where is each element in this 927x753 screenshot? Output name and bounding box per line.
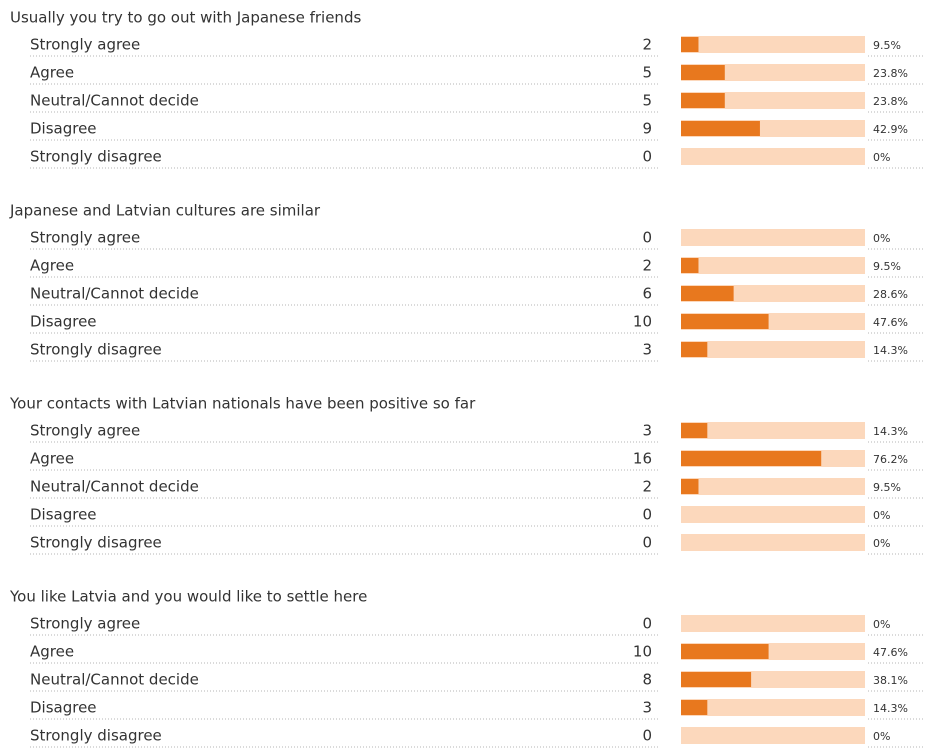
bar bbox=[681, 65, 725, 80]
answer-count: 3 bbox=[642, 699, 652, 717]
bar bbox=[681, 121, 760, 136]
question-title: Japanese and Latvian cultures are simila… bbox=[9, 202, 321, 220]
answer-count: 2 bbox=[642, 257, 652, 275]
percent-label: 14.3% bbox=[873, 702, 908, 715]
bar bbox=[681, 314, 769, 329]
bar-track bbox=[681, 615, 865, 632]
bar bbox=[681, 423, 708, 438]
answer-label: Agree bbox=[30, 643, 74, 661]
percent-label: 76.2% bbox=[873, 453, 908, 466]
percent-label: 42.9% bbox=[873, 123, 908, 136]
answer-label: Disagree bbox=[30, 120, 97, 138]
answer-label: Agree bbox=[30, 64, 74, 82]
answer-label: Agree bbox=[30, 450, 74, 468]
answer-label: Disagree bbox=[30, 313, 97, 331]
percent-label: 38.1% bbox=[873, 674, 908, 687]
answer-count: 0 bbox=[642, 506, 652, 524]
question-title: You like Latvia and you would like to se… bbox=[9, 588, 367, 606]
bar bbox=[681, 342, 708, 357]
answer-count: 3 bbox=[642, 341, 652, 359]
bar bbox=[681, 479, 699, 494]
bar bbox=[681, 644, 769, 659]
percent-label: 0% bbox=[873, 730, 890, 743]
bar-track bbox=[681, 64, 865, 81]
percent-label: 0% bbox=[873, 618, 890, 631]
percent-label: 23.8% bbox=[873, 95, 908, 108]
percent-label: 0% bbox=[873, 509, 890, 522]
percent-label: 9.5% bbox=[873, 481, 901, 494]
answer-count: 0 bbox=[642, 615, 652, 633]
bar-track bbox=[681, 478, 865, 495]
answer-label: Neutral/Cannot decide bbox=[30, 671, 199, 689]
percent-label: 28.6% bbox=[873, 288, 908, 301]
answer-count: 3 bbox=[642, 422, 652, 440]
bar-track bbox=[681, 92, 865, 109]
bar bbox=[681, 37, 699, 52]
answer-count: 16 bbox=[633, 450, 652, 468]
answer-label: Disagree bbox=[30, 699, 97, 717]
percent-label: 9.5% bbox=[873, 260, 901, 273]
answer-count: 5 bbox=[642, 92, 652, 110]
answer-count: 0 bbox=[642, 148, 652, 166]
percent-label: 0% bbox=[873, 151, 890, 164]
answer-count: 2 bbox=[642, 36, 652, 54]
answer-label: Strongly disagree bbox=[30, 341, 162, 359]
bar bbox=[681, 451, 822, 466]
answer-count: 5 bbox=[642, 64, 652, 82]
answer-label: Strongly disagree bbox=[30, 534, 162, 552]
bar-track bbox=[681, 727, 865, 744]
percent-label: 14.3% bbox=[873, 344, 908, 357]
bar-track bbox=[681, 229, 865, 246]
percent-label: 9.5% bbox=[873, 39, 901, 52]
answer-label: Neutral/Cannot decide bbox=[30, 92, 199, 110]
answer-label: Agree bbox=[30, 257, 74, 275]
answer-count: 0 bbox=[642, 727, 652, 745]
answer-count: 8 bbox=[642, 671, 652, 689]
bar-track bbox=[681, 341, 865, 358]
percent-label: 47.6% bbox=[873, 646, 908, 659]
answer-label: Neutral/Cannot decide bbox=[30, 285, 199, 303]
percent-label: 0% bbox=[873, 537, 890, 550]
bar-track bbox=[681, 506, 865, 523]
bar-track bbox=[681, 699, 865, 716]
answer-label: Disagree bbox=[30, 506, 97, 524]
answer-count: 0 bbox=[642, 534, 652, 552]
percent-label: 23.8% bbox=[873, 67, 908, 80]
percent-label: 47.6% bbox=[873, 316, 908, 329]
bar bbox=[681, 286, 734, 301]
answer-label: Neutral/Cannot decide bbox=[30, 478, 199, 496]
bar-track bbox=[681, 257, 865, 274]
question-title: Your contacts with Latvian nationals hav… bbox=[9, 395, 476, 413]
answer-label: Strongly agree bbox=[30, 422, 140, 440]
answer-count: 10 bbox=[633, 643, 652, 661]
bar-track bbox=[681, 36, 865, 53]
answer-count: 6 bbox=[642, 285, 652, 303]
bar bbox=[681, 700, 708, 715]
percent-label: 14.3% bbox=[873, 425, 908, 438]
bar bbox=[681, 258, 699, 273]
question-title: Usually you try to go out with Japanese … bbox=[10, 9, 361, 27]
bar-track bbox=[681, 148, 865, 165]
answer-label: Strongly disagree bbox=[30, 727, 162, 745]
percent-label: 0% bbox=[873, 232, 890, 245]
bar bbox=[681, 672, 752, 687]
bar-track bbox=[681, 422, 865, 439]
answer-label: Strongly agree bbox=[30, 36, 140, 54]
answer-count: 9 bbox=[642, 120, 652, 138]
answer-count: 10 bbox=[633, 313, 652, 331]
bar-track bbox=[681, 534, 865, 551]
answer-count: 0 bbox=[642, 229, 652, 247]
bar bbox=[681, 93, 725, 108]
answer-count: 2 bbox=[642, 478, 652, 496]
answer-label: Strongly disagree bbox=[30, 148, 162, 166]
answer-label: Strongly agree bbox=[30, 615, 140, 633]
answer-label: Strongly agree bbox=[30, 229, 140, 247]
